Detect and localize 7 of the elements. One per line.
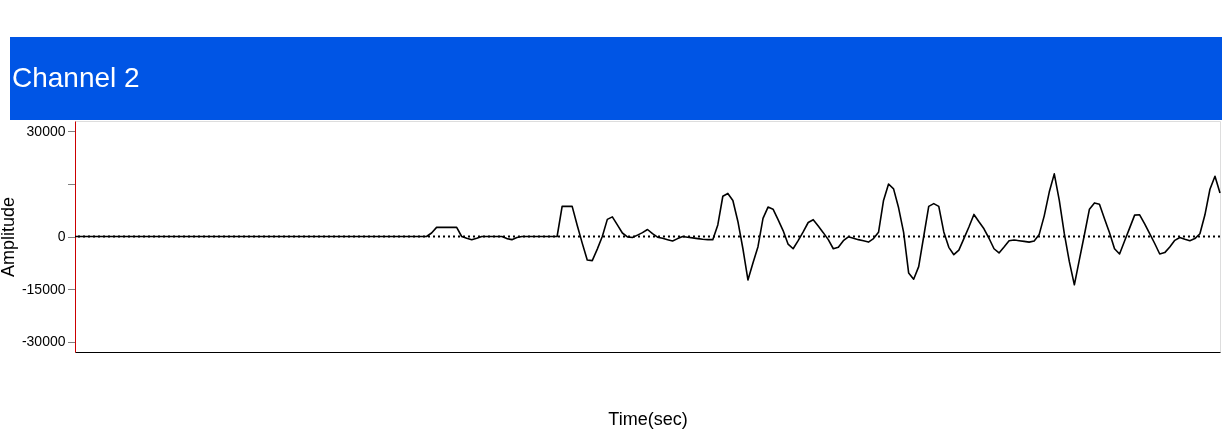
y-axis-title: Amplitude [0,196,18,278]
y-tick-label: -30000 [21,333,66,349]
y-tick-label: -15000 [21,280,66,297]
chart-title: Channel 2 [12,62,140,93]
y-tick-label: 30000 [26,123,66,139]
y-tick-label: 0 [57,228,66,244]
x-axis-title: Time(sec) [608,408,688,429]
